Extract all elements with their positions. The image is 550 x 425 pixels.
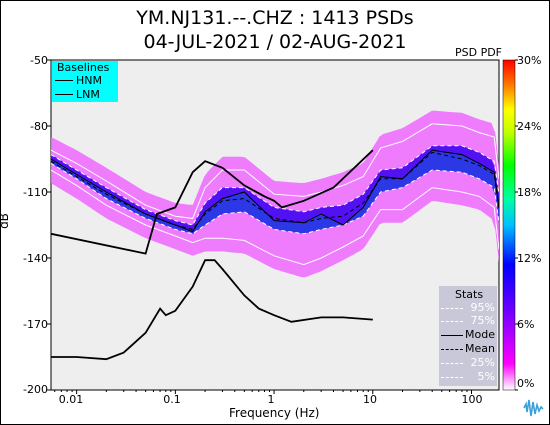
heatmap-band-core-upper [51, 145, 499, 232]
legend-label-p95: 95% [470, 301, 495, 314]
colorbar [502, 59, 516, 391]
y-axis-label: dB [0, 213, 11, 229]
legend-label-p75: 75% [470, 314, 495, 327]
legend-item-mean: Mean [439, 342, 497, 355]
legend-item-p25: 25% [439, 356, 497, 369]
colorbar-tick-label: 24% [517, 120, 542, 133]
legend-item-hnm: HNM [52, 74, 118, 87]
legend-item-p75: 75% [439, 314, 497, 327]
colorbar-tick-label: 30% [517, 54, 542, 67]
legend-label-mode: Mode [465, 328, 495, 341]
legend-label-p5: 5% [477, 370, 495, 383]
chart-title-line1: YM.NJ131.--.CHZ : 1413 PSDs [136, 7, 414, 29]
colorbar-ticks [515, 59, 518, 391]
y-tick-label: -50 [30, 54, 48, 67]
legend-item-p95: 95% [439, 301, 497, 314]
colorbar-tick-label: 12% [517, 252, 542, 265]
legend-item-lnm: LNM [52, 88, 118, 101]
x-tick-label: 0.1 [163, 393, 181, 406]
y-tick-label: -170 [23, 318, 48, 331]
stats-legend: Stats 95% 75% Mode Mean 25% 5% [439, 286, 497, 386]
series-line-lnm [51, 259, 373, 361]
y-tick-label: -80 [30, 120, 48, 133]
colorbar-tick-label: 6% [517, 318, 535, 331]
legend-label-hnm: HNM [76, 74, 102, 87]
heatmap-band-core-lower [51, 150, 499, 234]
legend-label-p25: 25% [470, 356, 495, 369]
legend-item-mode: Mode [439, 328, 497, 341]
colorbar-tick-label: 0% [517, 377, 535, 390]
x-axis-label: Frequency (Hz) [229, 406, 320, 420]
series-line-5pct [51, 169, 499, 266]
baselines-legend-title: Baselines [57, 61, 110, 74]
series-lines [51, 123, 499, 361]
legend-item-p5: 5% [439, 370, 497, 383]
legend-label-lnm: LNM [76, 88, 100, 101]
y-tick-label: -140 [23, 252, 48, 265]
y-tick-label: -200 [23, 383, 48, 396]
x-tick-label: 1 [267, 393, 275, 406]
stats-legend-title: Stats [455, 288, 484, 301]
series-line-95pct [51, 123, 499, 219]
series-line-hnm [51, 149, 374, 255]
chart-title-line2: 04-JUL-2021 / 02-AUG-2021 [143, 31, 407, 53]
axis-ticks [47, 59, 472, 394]
waveform-logo-icon [523, 399, 544, 417]
x-tick-label: 100 [461, 393, 483, 406]
x-tick-label: 0.01 [58, 393, 84, 406]
x-tick-label: 10 [363, 393, 377, 406]
colorbar-tick-label: 18% [517, 186, 542, 199]
colorbar-label: PSD PDF [455, 46, 503, 59]
series-line-75pct [51, 145, 499, 226]
baselines-legend: Baselines HNM LNM [52, 61, 118, 102]
y-tick-label: -110 [23, 186, 48, 199]
legend-label-mean: Mean [465, 342, 495, 355]
